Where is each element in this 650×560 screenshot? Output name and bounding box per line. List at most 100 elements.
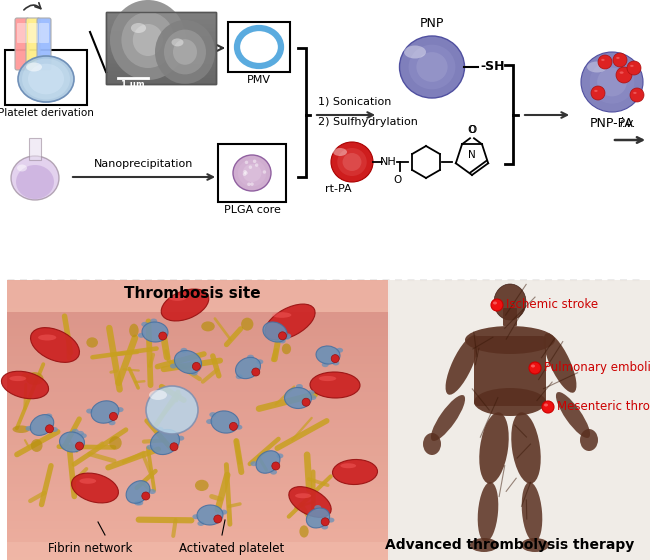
Ellipse shape (580, 429, 598, 451)
Bar (6, 342, 390, 344)
Ellipse shape (233, 155, 271, 191)
Ellipse shape (328, 517, 335, 522)
Text: Pulmonary embolism: Pulmonary embolism (544, 362, 650, 375)
Bar (6, 428, 390, 431)
Bar (6, 361, 390, 364)
Bar (6, 456, 390, 459)
Bar (6, 476, 390, 479)
Ellipse shape (263, 170, 266, 174)
Ellipse shape (494, 284, 526, 320)
Ellipse shape (159, 332, 167, 340)
Text: 1 μm: 1 μm (121, 80, 145, 89)
Ellipse shape (295, 493, 311, 498)
Ellipse shape (46, 425, 53, 433)
Bar (6, 280, 390, 283)
Bar (6, 330, 390, 333)
Ellipse shape (336, 348, 343, 353)
FancyBboxPatch shape (28, 23, 38, 43)
Ellipse shape (250, 461, 257, 466)
Bar (6, 283, 390, 286)
Bar (6, 496, 390, 498)
Ellipse shape (491, 299, 503, 311)
Ellipse shape (79, 478, 96, 484)
Bar (6, 493, 390, 496)
Ellipse shape (544, 404, 548, 407)
Ellipse shape (404, 45, 426, 58)
Ellipse shape (18, 55, 74, 103)
Bar (6, 554, 390, 557)
Ellipse shape (253, 160, 256, 163)
FancyBboxPatch shape (15, 18, 29, 70)
Bar (6, 308, 390, 311)
Ellipse shape (80, 433, 87, 438)
Ellipse shape (9, 376, 26, 381)
Bar (6, 468, 390, 470)
Ellipse shape (627, 61, 641, 75)
Ellipse shape (131, 23, 146, 33)
Ellipse shape (25, 426, 32, 431)
Ellipse shape (598, 55, 612, 69)
Ellipse shape (235, 424, 242, 430)
Ellipse shape (616, 67, 632, 83)
Bar (6, 302, 390, 305)
Ellipse shape (11, 156, 59, 200)
Ellipse shape (493, 301, 497, 305)
Bar (6, 526, 390, 529)
Ellipse shape (531, 365, 535, 367)
Bar (6, 311, 390, 314)
Bar (6, 364, 390, 367)
Ellipse shape (613, 53, 627, 67)
Bar (6, 305, 390, 308)
Bar (6, 507, 390, 510)
Text: N: N (468, 150, 476, 160)
Ellipse shape (321, 518, 329, 526)
Text: O: O (394, 175, 402, 185)
Bar (6, 557, 390, 560)
Bar (6, 549, 390, 552)
Ellipse shape (1, 371, 49, 399)
Ellipse shape (400, 36, 465, 98)
Ellipse shape (209, 412, 216, 417)
Bar (6, 297, 390, 300)
Bar (6, 434, 390, 437)
Bar (6, 372, 390, 375)
Bar (6, 426, 390, 428)
Ellipse shape (590, 60, 634, 104)
Bar (6, 358, 390, 361)
Ellipse shape (529, 362, 541, 374)
Bar (6, 294, 390, 297)
Text: Mesenteric thrombosis: Mesenteric thrombosis (557, 400, 650, 413)
Bar (6, 465, 390, 468)
Ellipse shape (164, 30, 206, 74)
Ellipse shape (322, 362, 329, 367)
FancyBboxPatch shape (17, 23, 27, 43)
Ellipse shape (146, 445, 153, 450)
Ellipse shape (46, 413, 52, 418)
Text: NH: NH (380, 157, 396, 167)
FancyBboxPatch shape (503, 308, 517, 326)
Ellipse shape (170, 363, 177, 368)
Ellipse shape (116, 407, 124, 412)
Ellipse shape (211, 411, 239, 433)
Ellipse shape (289, 487, 332, 517)
Bar (6, 344, 390, 347)
Bar (6, 479, 390, 482)
Ellipse shape (31, 414, 54, 436)
Ellipse shape (478, 482, 499, 542)
Bar (6, 319, 390, 322)
Ellipse shape (149, 390, 167, 400)
Text: O: O (468, 125, 476, 136)
Ellipse shape (136, 501, 143, 506)
Ellipse shape (109, 420, 116, 425)
Text: rt-PA: rt-PA (325, 184, 351, 194)
Text: Fibrin network: Fibrin network (48, 542, 132, 555)
FancyBboxPatch shape (106, 12, 216, 84)
Ellipse shape (38, 334, 57, 340)
Ellipse shape (26, 63, 42, 72)
Ellipse shape (60, 432, 84, 452)
Ellipse shape (133, 24, 163, 56)
Bar (6, 370, 390, 372)
Ellipse shape (146, 386, 198, 434)
Text: Activated platelet: Activated platelet (179, 542, 285, 555)
Text: -SH: -SH (480, 60, 504, 73)
